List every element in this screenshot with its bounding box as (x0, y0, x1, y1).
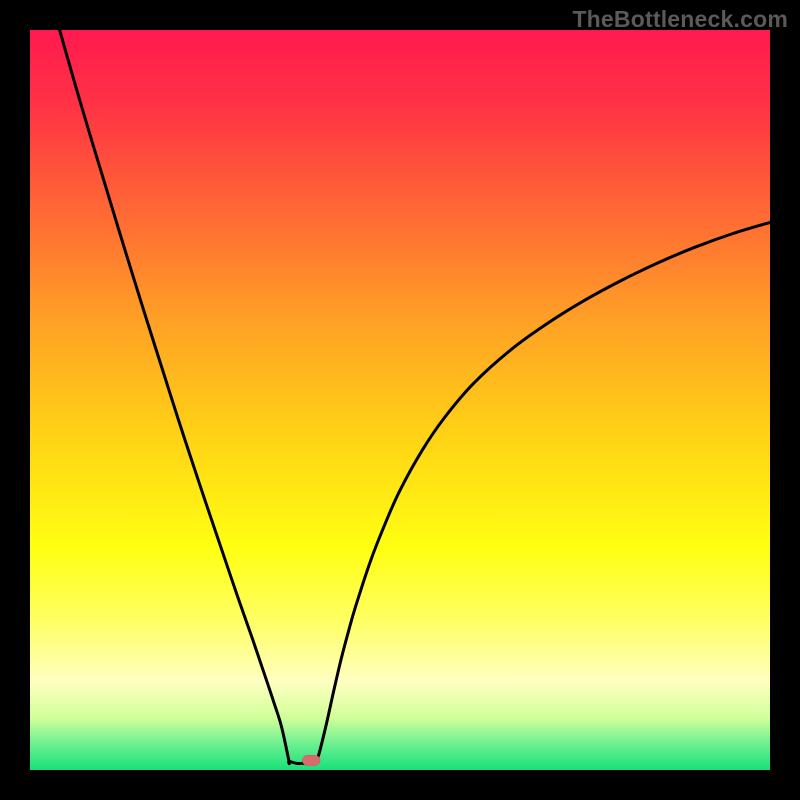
valley-marker (302, 755, 320, 765)
chart-container: { "watermark": { "text": "TheBottleneck.… (0, 0, 800, 800)
plot-background (30, 30, 770, 770)
watermark-text: TheBottleneck.com (572, 6, 788, 33)
chart-svg (0, 0, 800, 800)
